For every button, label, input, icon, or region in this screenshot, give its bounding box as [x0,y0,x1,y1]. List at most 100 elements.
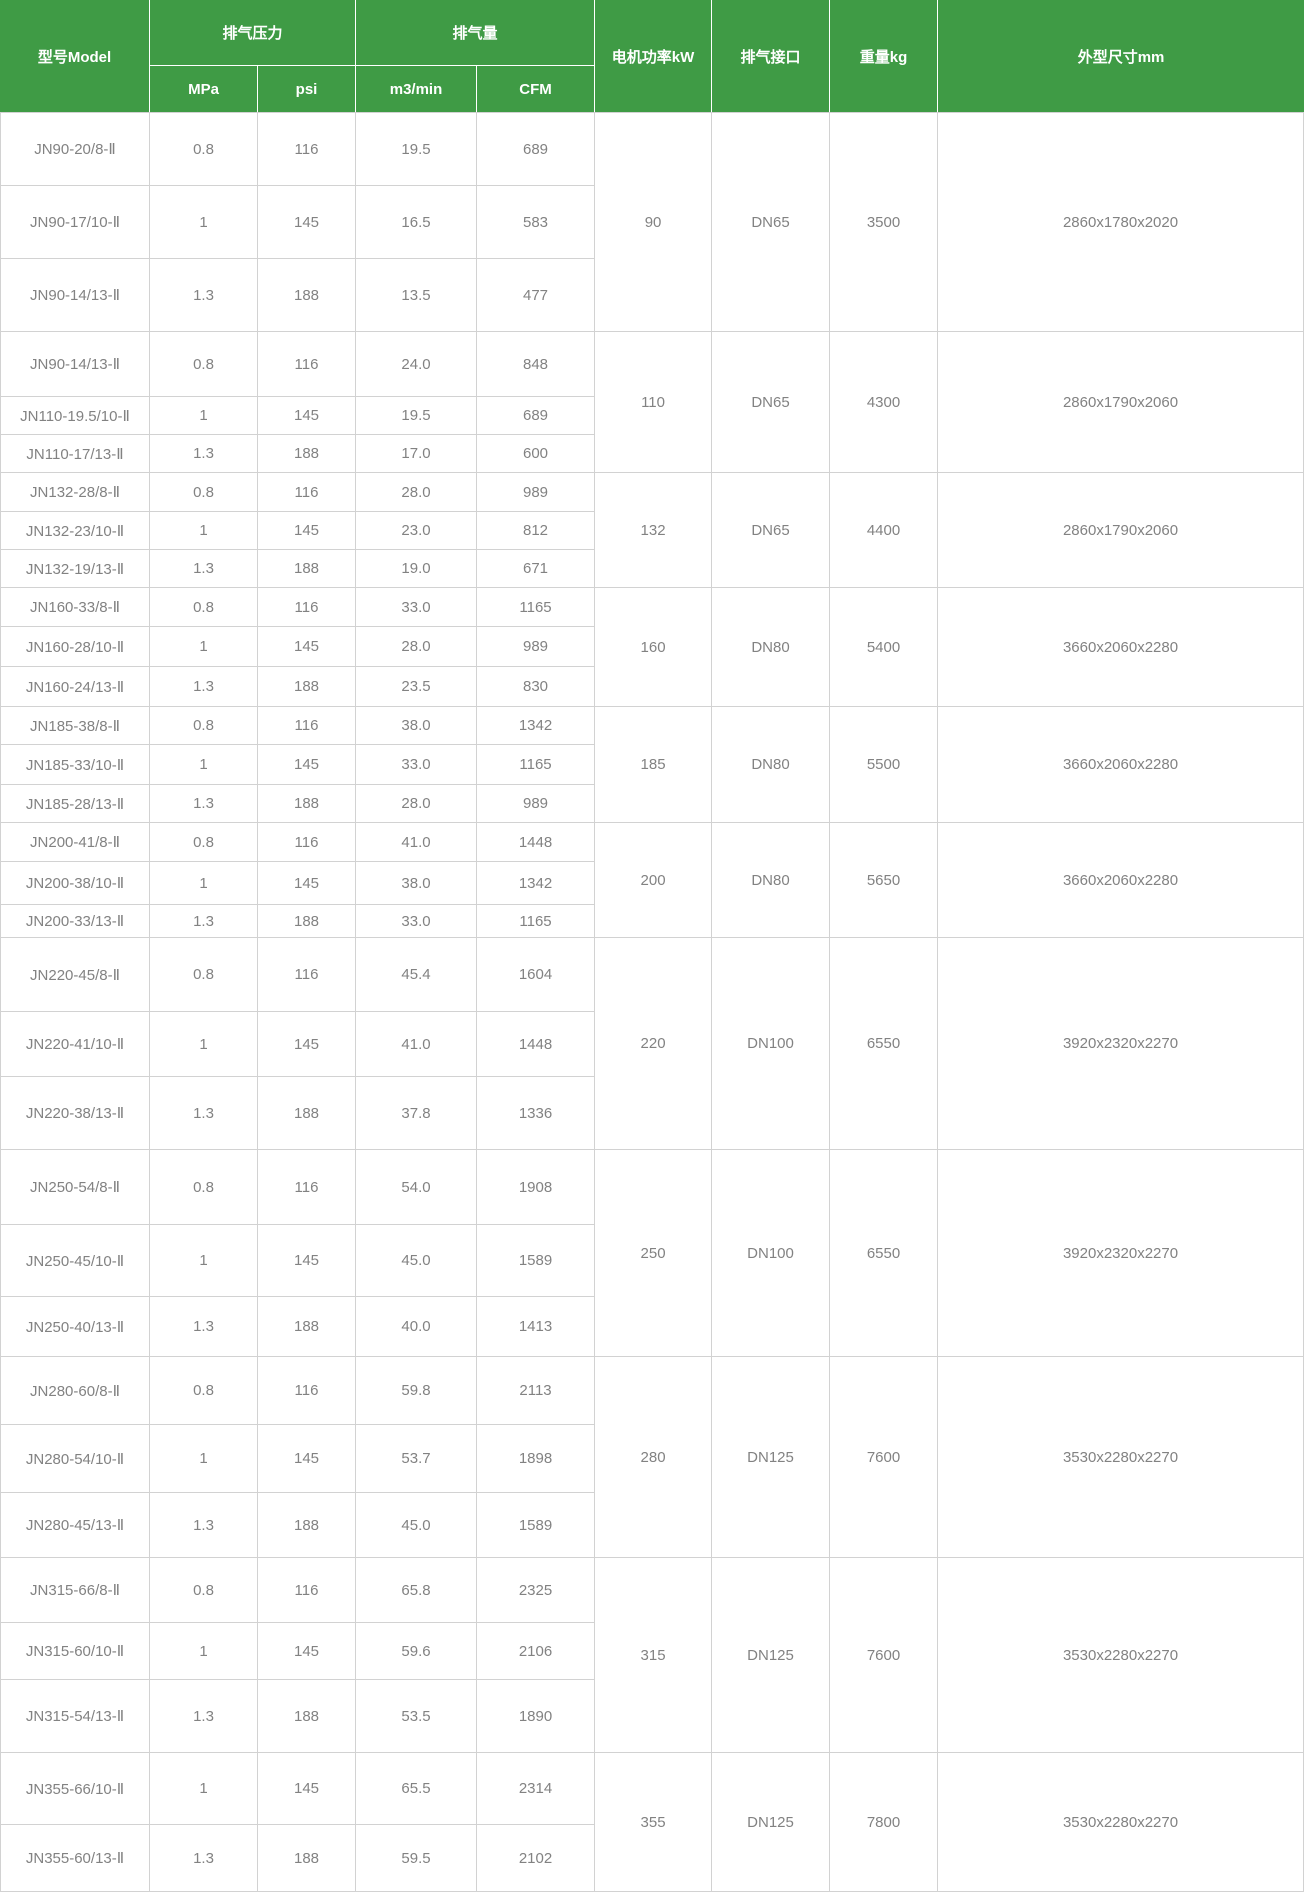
cell-m3min: 19.5 [356,396,478,434]
cell-cfm: 1908 [477,1149,596,1224]
cell-m3min: 28.0 [356,784,478,822]
cell-port: DN100 [712,1149,831,1356]
cell-m3min: 33.0 [356,744,478,784]
cell-mpa: 1.3 [150,666,258,706]
cell-psi: 145 [258,861,357,904]
cell-port: DN125 [712,1356,831,1557]
table-row: JN90-14/13-Ⅱ 0.8 116 24.0 848 110 DN65 4300 2860… [0,331,1304,472]
cell-power: 315 [595,1557,713,1752]
cell-cfm: 477 [477,258,596,331]
cell-mpa: 1.3 [150,1679,258,1752]
cell-model: JN110-19.5/10-Ⅱ [0,396,150,434]
header-weight: 重量kg [830,0,939,112]
header-cfm: CFM [477,66,596,112]
cell-power: 220 [595,937,713,1149]
cell-model: JN160-28/10-Ⅱ [0,626,150,666]
cell-weight: 4300 [830,331,939,472]
cell-cfm: 671 [477,549,596,587]
cell-port: DN80 [712,706,831,822]
cell-dimensions: 3660x2060x2280 [938,706,1304,822]
cell-mpa: 1 [150,1424,258,1492]
cell-psi: 145 [258,396,357,434]
cell-cfm: 2314 [477,1752,596,1824]
table-row: JN160-33/8-Ⅱ 0.8 116 33.0 1165 160 DN80 5400 366… [0,587,1304,706]
cell-cfm: 1448 [477,822,596,861]
cell-cfm: 2102 [477,1824,596,1891]
cell-cfm: 2325 [477,1557,596,1622]
cell-m3min: 40.0 [356,1296,478,1356]
cell-m3min: 59.8 [356,1356,478,1424]
cell-weight: 6550 [830,937,939,1149]
cell-m3min: 38.0 [356,706,478,744]
cell-cfm: 1589 [477,1224,596,1296]
cell-power: 90 [595,112,713,331]
cell-psi: 116 [258,1557,357,1622]
cell-dimensions: 3660x2060x2280 [938,587,1304,706]
cell-weight: 7600 [830,1557,939,1752]
cell-dimensions: 2860x1790x2060 [938,472,1304,587]
cell-mpa: 1 [150,1622,258,1679]
cell-cfm: 830 [477,666,596,706]
cell-psi: 145 [258,1011,357,1076]
cell-mpa: 1 [150,185,258,258]
cell-weight: 5400 [830,587,939,706]
cell-psi: 145 [258,1424,357,1492]
table-row: JN200-41/8-Ⅱ 0.8 116 41.0 1448 200 DN80 5650 366… [0,822,1304,937]
table-row: JN200-38/10-Ⅱ 1 145 38.0 1342 [0,861,1304,904]
table-row: JN132-19/13-Ⅱ 1.3 188 19.0 671 [0,549,1304,587]
cell-m3min: 65.5 [356,1752,478,1824]
cell-power: 355 [595,1752,713,1891]
table-row: JN132-23/10-Ⅱ 1 145 23.0 812 [0,511,1304,549]
cell-mpa: 1 [150,511,258,549]
cell-mpa: 0.8 [150,587,258,626]
table-row: JN132-28/8-Ⅱ 0.8 116 28.0 989 132 DN65 4400 2860… [0,472,1304,587]
cell-cfm: 1165 [477,904,596,937]
cell-mpa: 1 [150,1224,258,1296]
cell-m3min: 24.0 [356,331,478,396]
table-row: JN250-54/8-Ⅱ 0.8 116 54.0 1908 250 DN100 6550 39… [0,1149,1304,1356]
cell-cfm: 2106 [477,1622,596,1679]
table-row: JN280-54/10-Ⅱ 1 145 53.7 1898 [0,1424,1304,1492]
cell-power: 160 [595,587,713,706]
cell-cfm: 689 [477,396,596,434]
cell-weight: 7600 [830,1356,939,1557]
cell-mpa: 0.8 [150,472,258,511]
cell-power: 185 [595,706,713,822]
cell-m3min: 54.0 [356,1149,478,1224]
cell-mpa: 1 [150,1752,258,1824]
cell-cfm: 1448 [477,1011,596,1076]
cell-psi: 188 [258,1679,357,1752]
table-row: JN90-14/13-Ⅱ 1.3 188 13.5 477 [0,258,1304,331]
cell-mpa: 1 [150,744,258,784]
cell-psi: 188 [258,666,357,706]
cell-model: JN250-45/10-Ⅱ [0,1224,150,1296]
cell-m3min: 37.8 [356,1076,478,1149]
cell-psi: 145 [258,626,357,666]
cell-model: JN220-45/8-Ⅱ [0,937,150,1011]
cell-psi: 145 [258,1622,357,1679]
cell-model: JN280-54/10-Ⅱ [0,1424,150,1492]
cell-psi: 145 [258,511,357,549]
cell-psi: 116 [258,822,357,861]
cell-mpa: 1.3 [150,784,258,822]
cell-mpa: 1.3 [150,434,258,472]
table-row: JN280-45/13-Ⅱ 1.3 188 45.0 1589 [0,1492,1304,1557]
cell-mpa: 1 [150,1011,258,1076]
cell-psi: 116 [258,937,357,1011]
table-row: JN315-54/13-Ⅱ 1.3 188 53.5 1890 [0,1679,1304,1752]
table-row: JN280-60/8-Ⅱ 0.8 116 59.8 2113 280 DN125 7600 35… [0,1356,1304,1557]
cell-mpa: 1.3 [150,1824,258,1891]
cell-m3min: 45.0 [356,1224,478,1296]
cell-weight: 6550 [830,1149,939,1356]
table-header: 型号Model 排气压力 排气量 电机功率kW 排气接口 重量kg 外型尺寸mm… [0,0,1304,112]
cell-model: JN90-17/10-Ⅱ [0,185,150,258]
cell-cfm: 1604 [477,937,596,1011]
cell-cfm: 989 [477,472,596,511]
cell-cfm: 1165 [477,587,596,626]
table-row: JN160-28/10-Ⅱ 1 145 28.0 989 [0,626,1304,666]
cell-model: JN185-33/10-Ⅱ [0,744,150,784]
cell-model: JN160-33/8-Ⅱ [0,587,150,626]
header-pressure-group: 排气压力 [150,0,357,66]
table-row: JN110-19.5/10-Ⅱ 1 145 19.5 689 [0,396,1304,434]
cell-power: 110 [595,331,713,472]
